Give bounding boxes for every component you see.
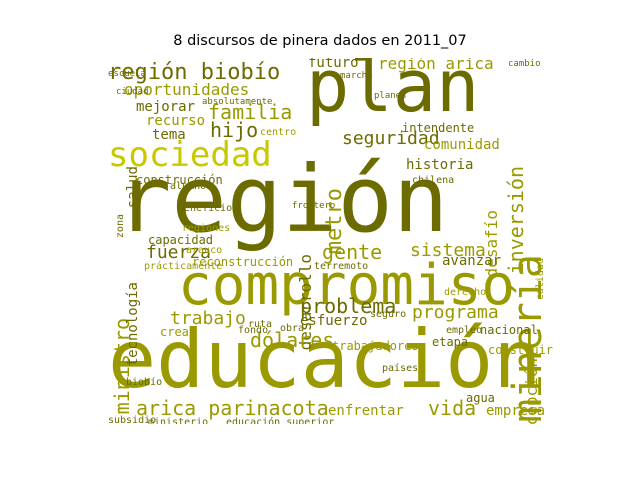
cloud-word: cambio: [508, 59, 541, 69]
cloud-word: construir: [488, 343, 554, 357]
cloud-word: inversión: [504, 166, 528, 275]
cloud-word: gente: [322, 240, 383, 264]
cloud-word: reconstrucción: [192, 255, 294, 269]
cloud-word: sistema: [410, 240, 486, 261]
cloud-word: beneficio: [178, 203, 233, 214]
cloud-word: intendente: [402, 121, 475, 135]
cloud-word: prácticamente: [144, 261, 223, 272]
cloud-word: educación superior: [226, 417, 335, 425]
cloud-word: mejorar: [136, 99, 196, 115]
cloud-word: escuela: [108, 69, 146, 79]
cloud-word: ruta: [248, 319, 273, 330]
cloud-word: agua: [466, 391, 495, 405]
cloud-word: alumnos: [170, 181, 213, 192]
cloud-word: seguro: [370, 309, 407, 320]
cloud-word: plan: [306, 58, 480, 128]
cloud-word: derecho: [444, 287, 487, 298]
cloud-word: enfrentar: [328, 403, 404, 419]
cloud-word: construcción: [136, 173, 223, 187]
cloud-word: terremoto: [314, 261, 369, 272]
cloud-word: familia: [208, 100, 293, 124]
cloud-word: absolutamente: [202, 97, 273, 107]
word-cloud: región educación plan compromiso sociedad min…: [106, 58, 558, 424]
cloud-word: vida: [428, 396, 477, 420]
cloud-word: planes: [374, 91, 407, 101]
cloud-word: región biobío: [108, 60, 281, 85]
cloud-word: sociedad: [108, 135, 272, 175]
cloud-word: obra: [280, 323, 305, 334]
cloud-word: seguridad: [342, 128, 440, 149]
cloud-word: oportunidades: [124, 80, 250, 99]
cloud-word: crear: [160, 325, 197, 339]
cloud-word: esfuerzo: [300, 313, 368, 329]
cloud-word: capacidad: [148, 233, 214, 247]
cloud-word: subsidio: [108, 415, 157, 425]
cloud-word: marcha: [340, 71, 373, 81]
cloud-word: centro: [260, 127, 297, 138]
cloud-word: educación: [108, 313, 542, 406]
cloud-word: tema: [152, 127, 186, 143]
cloud-word: trabajo: [170, 308, 246, 329]
cloud-word: chilena: [412, 175, 455, 186]
cloud-word: dólares: [250, 328, 335, 352]
cloud-word: países: [382, 363, 419, 374]
cloud-word: calidad: [535, 258, 546, 301]
cloud-word: hijo: [210, 118, 259, 142]
chart-title: 8 discursos de pinera dados en 2011_07: [173, 33, 467, 49]
cloud-word: programa: [412, 302, 499, 323]
cloud-word: biobío: [126, 377, 163, 388]
cloud-word: frontero: [292, 201, 336, 211]
cloud-word: empleo: [446, 325, 483, 336]
cloud-word: trabajadores: [332, 339, 419, 353]
cloud-word: ciudad: [116, 87, 149, 97]
cloud-word: fondo: [238, 325, 269, 336]
cloud-word: futuro: [308, 58, 359, 71]
cloud-word: recurso: [146, 113, 206, 129]
cloud-word: arauco: [186, 245, 223, 256]
cloud-word: fuerza: [146, 242, 212, 263]
cloud-word: región: [116, 146, 449, 253]
cloud-word: problema: [300, 294, 397, 318]
cloud-word: región arica: [378, 58, 494, 73]
cloud-word: historia: [406, 157, 474, 173]
cloud-word: compromiso: [178, 253, 516, 318]
cloud-word: ministerio: [148, 417, 209, 425]
cloud-word: tecnología: [125, 282, 141, 367]
cloud-word: nacional: [480, 323, 538, 337]
cloud-word: avanzar: [442, 253, 502, 269]
cloud-word: regiones: [182, 223, 231, 234]
cloud-word: comunidad: [424, 137, 500, 153]
cloud-word: etapa: [432, 335, 469, 349]
cloud-word: arica parinacota: [136, 396, 329, 420]
cloud-word: zona: [115, 214, 126, 239]
cloud-word: empresa: [486, 403, 546, 419]
